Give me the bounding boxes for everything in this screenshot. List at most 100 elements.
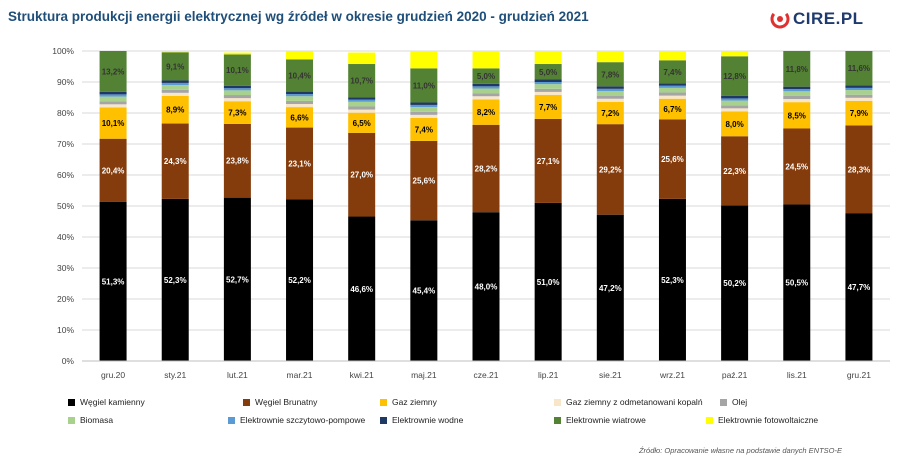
bar-segment xyxy=(286,51,314,60)
bar-segment xyxy=(348,106,376,110)
source-note: Źródło: Opracowanie własne na podstawie … xyxy=(638,446,842,455)
bar-segment xyxy=(783,86,811,90)
legend-swatch xyxy=(554,398,561,406)
bar-segment xyxy=(472,83,500,87)
bar-segment xyxy=(596,51,624,63)
data-label: 12,8% xyxy=(723,72,746,81)
bar-segment xyxy=(658,95,686,99)
bar-segment xyxy=(845,85,873,88)
legend-item: Biomasa xyxy=(68,415,113,425)
data-label: 6,7% xyxy=(663,105,681,114)
bar-segment xyxy=(845,94,873,98)
legend-swatch xyxy=(228,416,235,424)
bar-segment xyxy=(596,90,624,96)
legend-item: Węgiel Brunatny xyxy=(243,397,317,407)
bar-segment xyxy=(845,87,873,91)
bar-segment xyxy=(596,88,624,91)
bar-segment xyxy=(161,82,189,86)
legend-item: Elektrownie wodne xyxy=(380,415,463,425)
bar-segment xyxy=(783,95,811,100)
data-label: 8,9% xyxy=(166,106,184,115)
bar-segment xyxy=(845,213,873,361)
x-tick-label: cze.21 xyxy=(473,370,498,380)
legend-label: Elektrownie fotowoltaiczne xyxy=(718,415,819,425)
bar-segment xyxy=(534,95,562,119)
legend-swatch xyxy=(68,416,75,424)
data-label: 7,2% xyxy=(601,109,619,118)
bar-segment xyxy=(472,124,500,213)
data-label: 28,3% xyxy=(848,165,871,174)
bar-segment xyxy=(783,102,811,129)
bar-segment xyxy=(348,112,376,133)
bar-segment xyxy=(99,104,127,108)
bar-segment xyxy=(534,202,562,361)
data-label: 10,1% xyxy=(102,119,125,128)
data-label: 25,6% xyxy=(413,177,436,186)
data-label: 23,8% xyxy=(226,157,249,166)
legend-item: Elektrownie wiatrowe xyxy=(554,415,646,425)
data-label: 48,0% xyxy=(475,283,498,292)
bar-segment xyxy=(410,102,438,105)
bar-segment xyxy=(99,101,127,105)
y-tick-label: 10% xyxy=(57,325,74,335)
data-label: 10,4% xyxy=(288,71,311,80)
data-label: 7,7% xyxy=(539,103,557,112)
bar-segment xyxy=(286,127,314,200)
bar-segment xyxy=(348,101,376,107)
bar-segment xyxy=(161,123,189,199)
bar-segment xyxy=(223,101,251,124)
bar-segment xyxy=(534,118,562,203)
y-tick-label: 70% xyxy=(57,139,74,149)
bar-segment xyxy=(286,199,314,361)
bar-segment xyxy=(845,90,873,95)
data-label: 45,4% xyxy=(413,287,436,296)
bar-segment xyxy=(223,88,251,91)
bar-segment xyxy=(410,107,438,112)
legend-label: Biomasa xyxy=(80,415,114,425)
bar-segment xyxy=(845,100,873,126)
data-label: 47,2% xyxy=(599,284,622,293)
bar-segment xyxy=(721,136,749,206)
data-label: 51,3% xyxy=(102,277,125,286)
bar-segment xyxy=(286,107,314,128)
bar-segment xyxy=(783,128,811,205)
data-label: 8,2% xyxy=(477,108,495,117)
bar-segment xyxy=(658,83,686,86)
data-label: 52,3% xyxy=(164,276,187,285)
bar-segment xyxy=(596,86,624,89)
data-label: 11,0% xyxy=(413,81,435,90)
bar-segment xyxy=(472,212,500,361)
bar-segment xyxy=(348,64,376,98)
legend-label: Węgiel Brunatny xyxy=(255,397,318,407)
bar-segment xyxy=(658,60,686,84)
bar-segment xyxy=(534,88,562,92)
legend-item: Elektrownie fotowoltaiczne xyxy=(706,415,818,425)
bar-segment xyxy=(472,96,500,100)
x-tick-label: sie.21 xyxy=(599,370,622,380)
bar-segment xyxy=(223,54,251,86)
bar-segment xyxy=(223,90,251,96)
data-label: 50,2% xyxy=(723,279,746,288)
bar-segment xyxy=(845,97,873,101)
data-label: 11,8% xyxy=(786,65,808,74)
y-tick-label: 90% xyxy=(57,77,74,87)
bar-segment xyxy=(286,96,314,101)
bar-segment xyxy=(596,124,624,215)
bar-segment xyxy=(658,119,686,199)
legend-item: Gaz ziemny z odmetanowani kopalń xyxy=(554,397,703,407)
bar-segment xyxy=(286,59,314,92)
bar-segment xyxy=(410,68,438,103)
bar-segment xyxy=(472,68,500,84)
bar-segment xyxy=(99,94,127,97)
bar-segment xyxy=(99,201,127,361)
bar-segment xyxy=(721,111,749,137)
data-label: 8,0% xyxy=(725,120,743,129)
cire-logo-icon xyxy=(770,9,790,29)
data-label: 52,7% xyxy=(226,275,249,284)
legend-swatch xyxy=(380,416,387,424)
bar-segment xyxy=(783,89,811,92)
bar-segment xyxy=(161,80,189,83)
legend-label: Węgiel kamienny xyxy=(80,397,145,407)
x-axis: gru.20 sty.21 lut.21 mar.21 kwi.21 maj.21 cze.… xyxy=(82,360,890,380)
legend-swatch xyxy=(706,416,713,424)
